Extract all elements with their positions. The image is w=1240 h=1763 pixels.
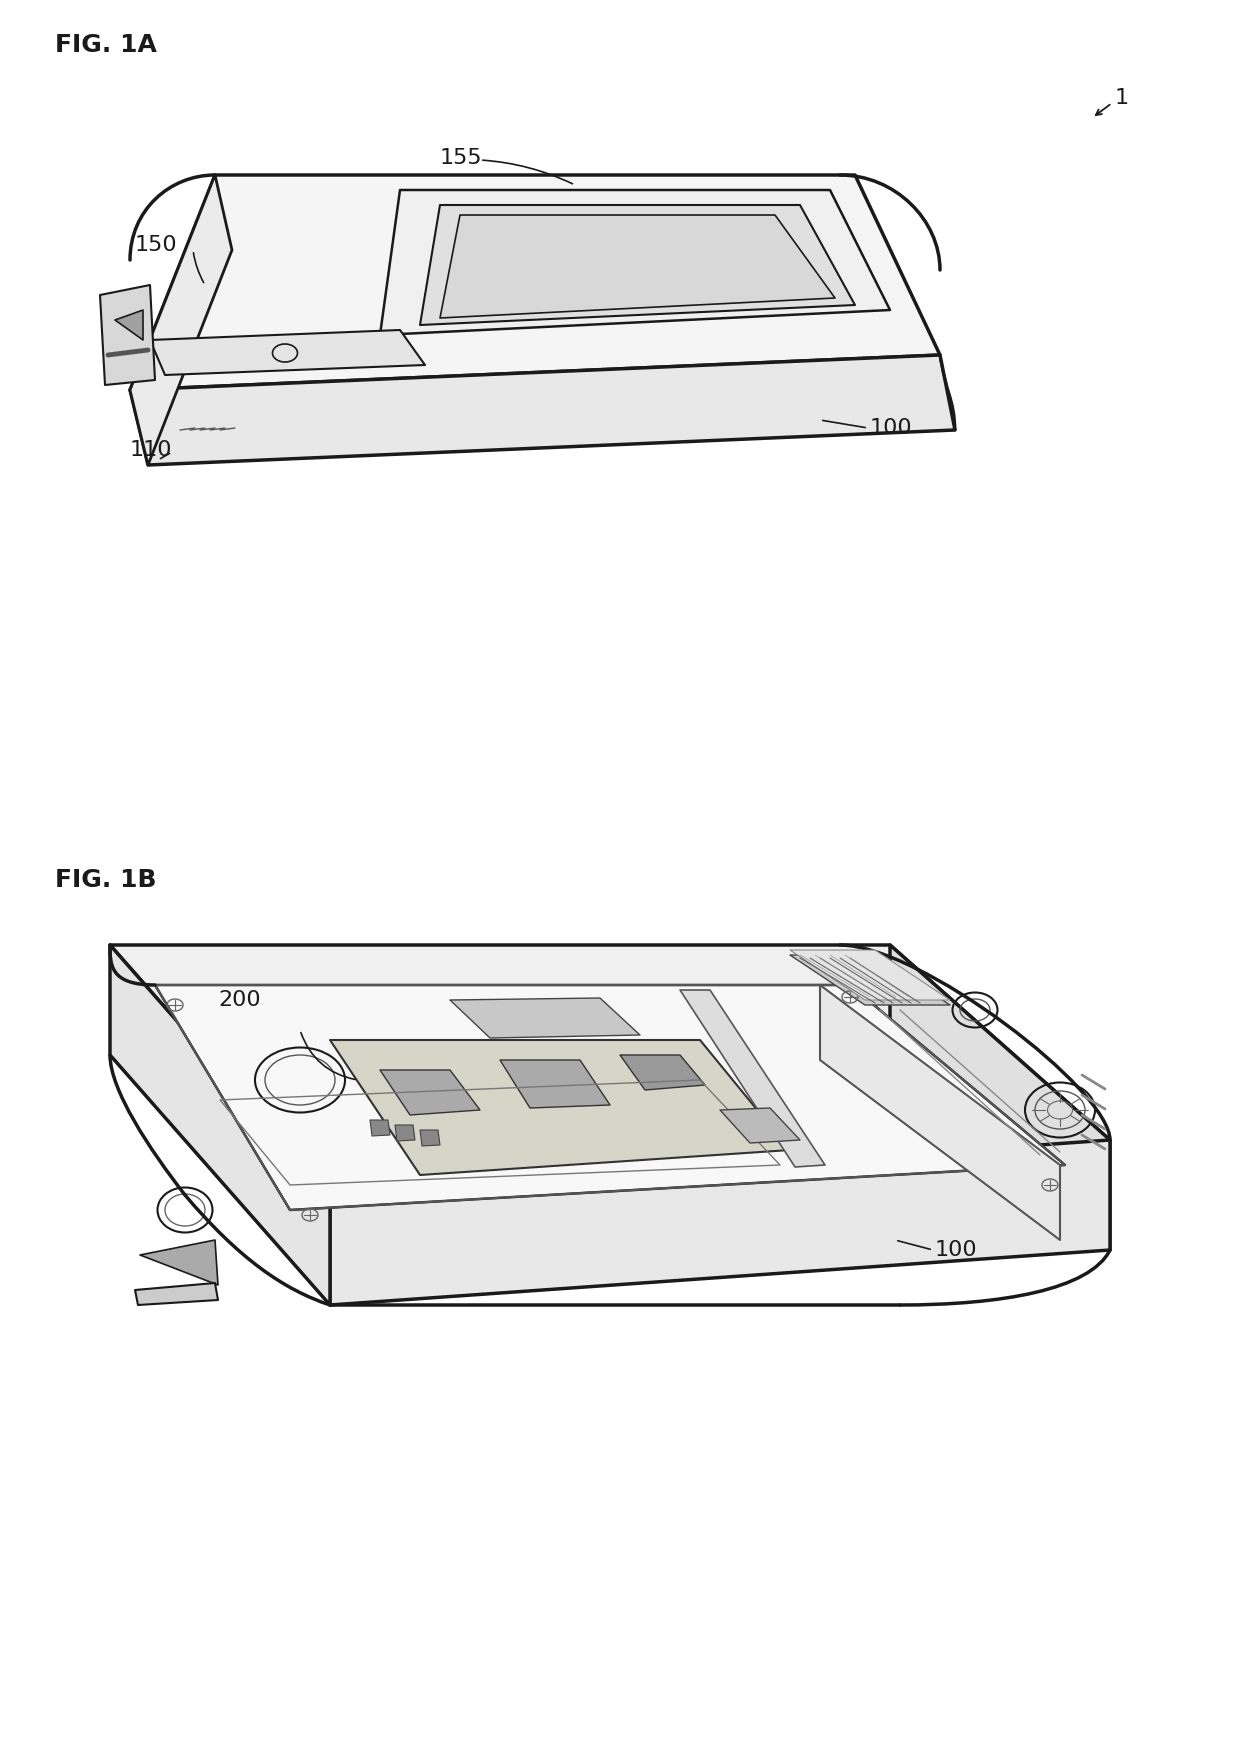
- Polygon shape: [115, 310, 143, 340]
- Polygon shape: [155, 986, 1065, 1209]
- Polygon shape: [500, 1060, 610, 1107]
- Polygon shape: [330, 1040, 790, 1174]
- Polygon shape: [790, 950, 950, 1000]
- Polygon shape: [440, 215, 835, 317]
- Polygon shape: [420, 1130, 440, 1146]
- Polygon shape: [450, 998, 640, 1038]
- Polygon shape: [379, 1070, 480, 1114]
- Polygon shape: [110, 945, 330, 1305]
- Polygon shape: [370, 1120, 391, 1135]
- Polygon shape: [790, 956, 950, 1005]
- Polygon shape: [110, 945, 1110, 1195]
- Polygon shape: [100, 286, 155, 384]
- Polygon shape: [130, 175, 940, 390]
- Polygon shape: [420, 205, 856, 324]
- Polygon shape: [890, 945, 1110, 1250]
- Text: 100: 100: [870, 418, 913, 437]
- Text: FIG. 1A: FIG. 1A: [55, 33, 157, 56]
- Text: 155: 155: [440, 148, 482, 167]
- Text: FIG. 1B: FIG. 1B: [55, 867, 156, 892]
- Polygon shape: [130, 354, 955, 465]
- Polygon shape: [330, 1141, 1110, 1305]
- Text: 110: 110: [130, 441, 172, 460]
- Text: 1: 1: [1115, 88, 1130, 108]
- Polygon shape: [620, 1054, 706, 1090]
- Polygon shape: [135, 1283, 218, 1305]
- Text: 200: 200: [218, 991, 260, 1010]
- Polygon shape: [680, 991, 825, 1167]
- Polygon shape: [150, 330, 425, 376]
- Polygon shape: [379, 190, 890, 335]
- Polygon shape: [720, 1107, 800, 1142]
- Polygon shape: [130, 175, 232, 465]
- Polygon shape: [140, 1239, 218, 1285]
- Text: 100: 100: [935, 1239, 977, 1261]
- Polygon shape: [396, 1125, 415, 1141]
- Text: 150: 150: [135, 234, 177, 256]
- Polygon shape: [820, 986, 1060, 1239]
